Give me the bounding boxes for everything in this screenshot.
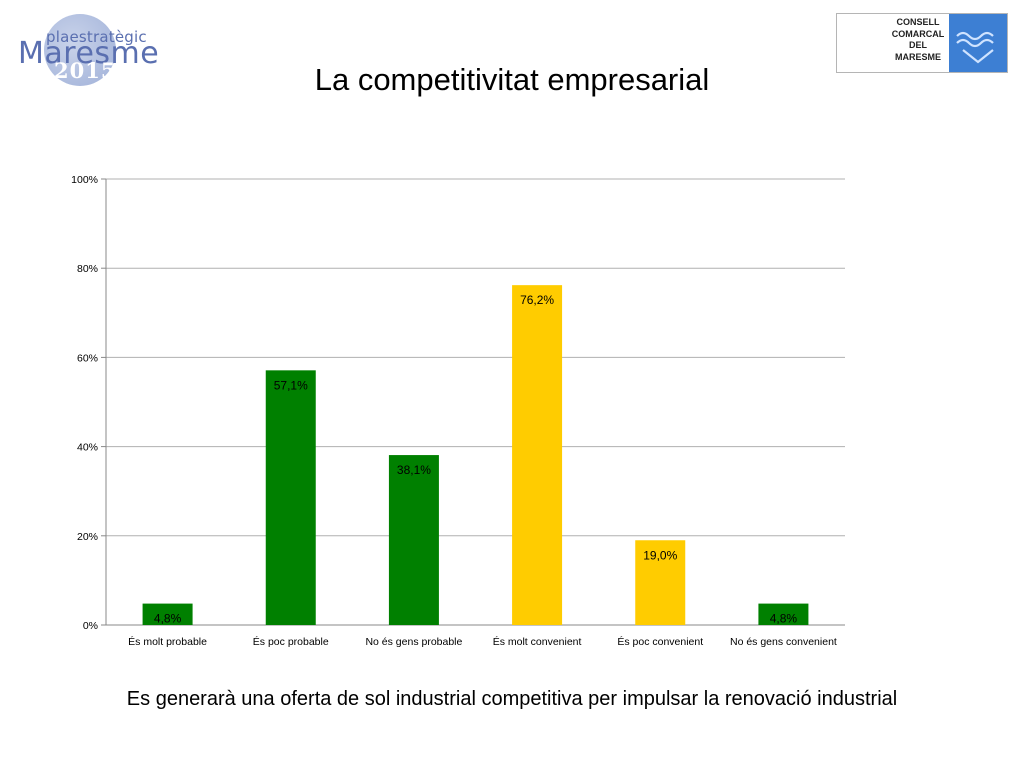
data-label: 76,2% bbox=[520, 293, 554, 307]
axis-layer: 0% 20% 40% 60% 80% 100% bbox=[71, 174, 845, 632]
bar bbox=[265, 370, 316, 625]
label-layer: 4,8% És molt probable 57,1% És poc probable… bbox=[128, 293, 837, 648]
pla-estrategic-logo: plaestratègic Maresme 2015 bbox=[18, 10, 159, 90]
bar bbox=[512, 285, 563, 625]
consell-comarcal-logo: CONSELL COMARCAL DEL MARESME bbox=[836, 13, 1008, 73]
bar-layer bbox=[142, 285, 809, 625]
consell-logo-line: COMARCAL bbox=[891, 28, 945, 39]
logo-text-year: 2015 bbox=[54, 58, 117, 83]
logo-disc bbox=[44, 14, 116, 86]
consell-logo-line: DEL bbox=[909, 40, 927, 50]
consell-emblem-icon bbox=[949, 14, 1007, 72]
y-tick-label: 0% bbox=[83, 620, 98, 632]
bar bbox=[635, 540, 686, 625]
data-label: 38,1% bbox=[397, 463, 431, 477]
x-tick-label: És poc convenient bbox=[617, 635, 703, 648]
x-tick-label: És molt convenient bbox=[493, 635, 582, 648]
y-tick-label: 60% bbox=[77, 352, 98, 364]
y-tick-label: 40% bbox=[77, 442, 98, 454]
y-tick-label: 20% bbox=[77, 531, 98, 543]
data-label: 19,0% bbox=[643, 548, 677, 562]
data-label: 4,8% bbox=[154, 612, 182, 626]
logo-text-plaestrategic: plaestratègic bbox=[46, 28, 147, 46]
logo-text-maresme: Maresme bbox=[18, 36, 160, 71]
y-tick-label: 80% bbox=[77, 263, 98, 275]
bar-chart: 0% 20% 40% 60% 80% 100% 4,8% És molt probable 5… bbox=[71, 174, 845, 648]
consell-logo-line: CONSELL bbox=[896, 17, 940, 27]
data-label: 57,1% bbox=[274, 378, 308, 392]
x-tick-label: És molt probable bbox=[128, 635, 207, 648]
y-tick-label: 100% bbox=[71, 174, 98, 186]
slide-caption: Es generarà una oferta de sol industrial… bbox=[126, 688, 898, 710]
data-label: 4,8% bbox=[770, 612, 798, 626]
bar bbox=[388, 455, 439, 625]
consell-logo-line: MARESME bbox=[894, 51, 941, 62]
x-tick-label: És poc probable bbox=[253, 635, 329, 648]
consell-logo-text: CONSELL COMARCAL DEL MARESME bbox=[883, 17, 953, 63]
bar bbox=[142, 603, 193, 625]
grid-layer bbox=[106, 178, 845, 537]
x-tick-label: No és gens probable bbox=[365, 636, 462, 648]
page-title: La competitivitat empresarial bbox=[314, 62, 710, 97]
x-tick-label: No és gens convenient bbox=[730, 636, 837, 648]
bar bbox=[758, 603, 809, 625]
